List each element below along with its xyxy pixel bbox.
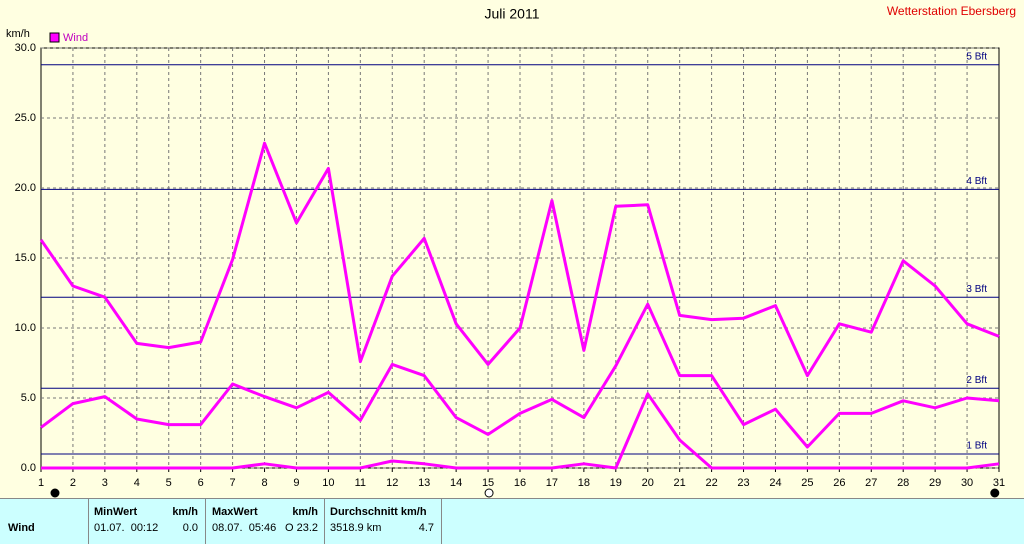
table-cell: 3518.9 km [330, 522, 382, 534]
table-cell: km/h [172, 506, 198, 518]
x-tick-label: 26 [833, 477, 845, 489]
separator [441, 499, 442, 544]
table-cell: 4.7 [418, 522, 434, 534]
table-cell: 08.07. 05:46 [212, 522, 277, 534]
x-tick-label: 31 [993, 477, 1005, 489]
y-tick-label: 30.0 [15, 42, 36, 54]
table-cell: O 23.2 [284, 522, 318, 534]
series-line [39, 141, 1000, 378]
x-tick-label: 18 [578, 477, 590, 489]
x-tick-label: 21 [674, 477, 686, 489]
separator [88, 499, 89, 544]
moon-icon [50, 488, 60, 498]
x-tick-label: 8 [261, 477, 267, 489]
x-tick-label: 1 [38, 477, 44, 489]
moon-icon [990, 488, 1000, 498]
y-tick-label: 20.0 [15, 182, 36, 194]
x-tick-label: 9 [293, 477, 299, 489]
x-tick-label: 4 [134, 477, 140, 489]
x-tick-label: 27 [865, 477, 877, 489]
table-cell: MaxWert [212, 506, 258, 518]
x-tick-label: 16 [514, 477, 526, 489]
x-tick-label: 14 [450, 477, 462, 489]
x-tick-label: 5 [166, 477, 172, 489]
x-tick-label: 24 [769, 477, 781, 489]
y-tick-label: 5.0 [21, 392, 36, 404]
y-axis-label: km/h [6, 28, 30, 40]
x-tick-label: 19 [610, 477, 622, 489]
bft-label: 5 Bft [966, 51, 987, 62]
moon-icon [484, 488, 494, 498]
table-cell: MinWert [94, 506, 138, 518]
y-tick-label: 10.0 [15, 322, 36, 334]
x-tick-label: 23 [737, 477, 749, 489]
y-tick-label: 25.0 [15, 112, 36, 124]
station: Wetterstation Ebersberg [887, 4, 1016, 18]
x-tick-label: 15 [482, 477, 494, 489]
x-tick-label: 11 [355, 477, 366, 489]
separator [205, 499, 206, 544]
bft-label: 4 Bft [966, 176, 987, 187]
x-tick-label: 17 [546, 477, 558, 489]
y-tick-label: 0.0 [21, 462, 36, 474]
legend-label: Wind [63, 32, 88, 44]
stats-table: MinWert km/h MaxWert km/h Durchschnitt km/h W… [0, 498, 1024, 544]
x-tick-label: 29 [929, 477, 941, 489]
x-tick-label: 6 [198, 477, 204, 489]
table-cell: Durchschnitt km/h [330, 506, 427, 518]
y-tick-label: 15.0 [15, 252, 36, 264]
x-tick-label: 10 [322, 477, 334, 489]
legend-swatch [49, 32, 60, 43]
table-cell: km/h [292, 506, 318, 518]
x-tick-label: 25 [801, 477, 813, 489]
bft-label: 1 Bft [966, 441, 987, 452]
x-tick-label: 30 [961, 477, 973, 489]
x-tick-label: 20 [642, 477, 654, 489]
chart: Juli 2011 Wetterstation Ebersberg km/h W… [6, 4, 1016, 498]
x-tick-label: 22 [705, 477, 717, 489]
table-cell: Wind [8, 522, 35, 534]
table-cell: 0.0 [182, 522, 198, 534]
series-line [40, 302, 1000, 449]
series-line [41, 392, 1000, 470]
x-tick-label: 12 [386, 477, 398, 489]
x-tick-label: 13 [418, 477, 430, 489]
x-tick-label: 3 [102, 477, 108, 489]
x-tick-label: 7 [230, 477, 236, 489]
bft-label: 3 Bft [966, 284, 987, 295]
separator [324, 499, 325, 544]
x-tick-label: 28 [897, 477, 909, 489]
chart-title: Juli 2011 [484, 6, 539, 22]
table-cell: 01.07. 00:12 [94, 522, 159, 534]
bft-label: 2 Bft [966, 375, 987, 386]
x-tick-label: 2 [70, 477, 76, 489]
